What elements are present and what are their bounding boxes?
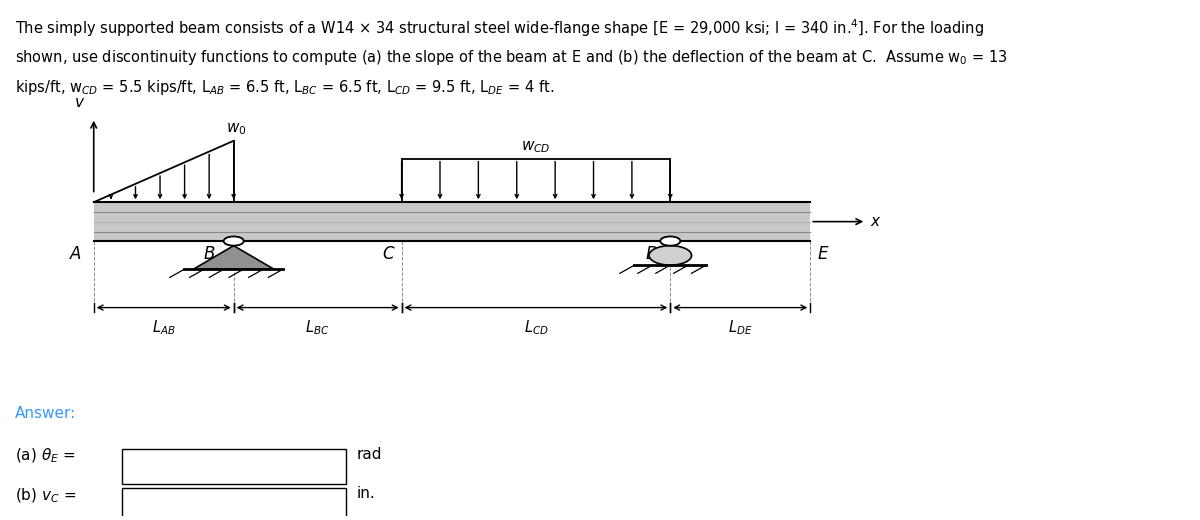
Text: $L_{BC}$: $L_{BC}$	[306, 318, 330, 336]
Text: $L_{AB}$: $L_{AB}$	[152, 318, 175, 336]
Text: $C$: $C$	[383, 245, 396, 263]
Text: $B$: $B$	[203, 245, 216, 263]
Text: $E$: $E$	[817, 245, 829, 263]
Text: rad: rad	[356, 447, 383, 462]
Circle shape	[223, 237, 244, 245]
Text: (b) $v_C$ =: (b) $v_C$ =	[16, 486, 77, 504]
Text: $A$: $A$	[70, 245, 83, 263]
Text: $D$: $D$	[646, 245, 659, 263]
Text: (a) $\theta_E$ =: (a) $\theta_E$ =	[16, 447, 76, 465]
Circle shape	[649, 245, 691, 265]
Text: shown, use discontinuity functions to compute (a) the slope of the beam at E and: shown, use discontinuity functions to co…	[16, 48, 1008, 67]
Text: $x$: $x$	[870, 214, 881, 229]
Text: kips/ft, w$_{CD}$ = 5.5 kips/ft, L$_{AB}$ = 6.5 ft, L$_{BC}$ = 6.5 ft, L$_{CD}$ : kips/ft, w$_{CD}$ = 5.5 kips/ft, L$_{AB}…	[16, 79, 554, 97]
Bar	[94, 202, 810, 241]
Text: $w_{CD}$: $w_{CD}$	[521, 139, 551, 154]
Text: in.: in.	[356, 486, 376, 501]
FancyBboxPatch shape	[121, 488, 346, 520]
FancyBboxPatch shape	[121, 449, 346, 484]
Text: Answer:: Answer:	[16, 406, 77, 421]
Text: $w_0$: $w_0$	[226, 121, 246, 137]
Text: $L_{DE}$: $L_{DE}$	[728, 318, 752, 336]
Text: $L_{CD}$: $L_{CD}$	[523, 318, 548, 336]
Polygon shape	[193, 245, 274, 269]
Text: $v$: $v$	[73, 95, 85, 110]
Circle shape	[660, 237, 680, 245]
Text: The simply supported beam consists of a W14 $\times$ 34 structural steel wide-fl: The simply supported beam consists of a …	[16, 17, 984, 38]
